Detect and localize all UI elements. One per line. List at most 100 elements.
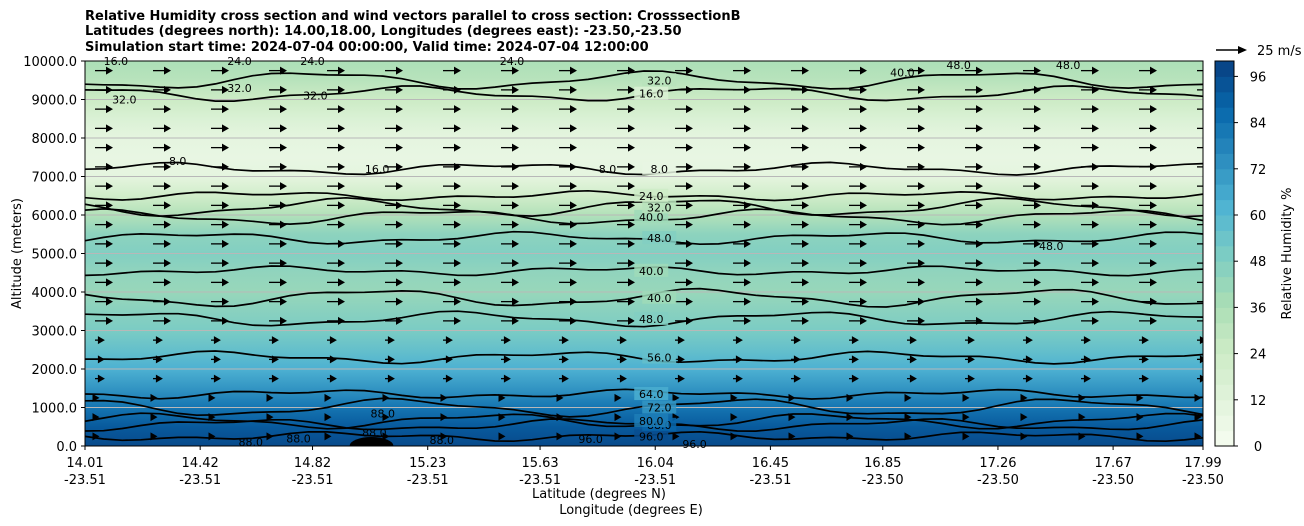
wind-vector-head	[92, 413, 100, 422]
wind-vector-head	[802, 278, 809, 287]
colorbar-segment	[1215, 415, 1234, 432]
wind-vector-head	[802, 297, 809, 306]
wind-vector-head	[280, 124, 287, 133]
wind-vector-head	[1150, 278, 1157, 287]
wind-vector-head	[324, 432, 332, 441]
x-tick-label-lat: 15.23	[409, 456, 446, 471]
chart-title-line-2: Latitudes (degrees north): 14.00,18.00, …	[85, 24, 682, 39]
wind-vector-head	[106, 239, 113, 248]
wind-vector-head	[1092, 220, 1099, 229]
wind-vector-head	[1150, 297, 1157, 306]
wind-vector-head	[860, 259, 867, 268]
x-tick-label-lon: -23.51	[749, 473, 791, 488]
wind-vector-head	[628, 124, 635, 133]
wind-vector-head	[628, 201, 635, 210]
wind-vector-head	[1025, 355, 1033, 364]
wind-vector-head	[802, 124, 809, 133]
wind-vector-head	[744, 259, 751, 268]
wind-vector-head	[271, 336, 279, 345]
contour-label: 40.0	[639, 265, 664, 278]
wind-vector-head	[280, 259, 287, 268]
wind-vector-head	[222, 182, 229, 191]
wind-vector-head	[445, 374, 453, 383]
wind-vector-head	[106, 297, 113, 306]
wind-vector-head	[570, 66, 577, 75]
colorbar-tick-label: 12	[1250, 394, 1267, 409]
wind-vector-head	[860, 85, 867, 94]
wind-vector-head	[976, 66, 983, 75]
wind-vector-head	[860, 182, 867, 191]
contour-label: 88.0	[238, 436, 263, 449]
wind-vector-head	[1208, 278, 1215, 286]
wind-vector-head	[266, 413, 274, 422]
wind-vector-head	[570, 316, 577, 325]
wind-vector-head	[686, 297, 693, 306]
wind-vector-head	[1092, 162, 1099, 171]
wind-vector-head	[976, 85, 983, 94]
x-tick-label-lat: 14.82	[294, 456, 331, 471]
wind-vector-head	[628, 85, 635, 94]
wind-vector-head	[846, 413, 854, 422]
wind-vector-head	[222, 201, 229, 210]
y-axis-label: Altitude (meters)	[10, 198, 25, 309]
wind-vector-head	[164, 297, 171, 306]
colorbar-segment	[1215, 430, 1234, 447]
wind-vector-head	[338, 85, 345, 94]
wind-vector-head	[396, 239, 403, 248]
wind-vector-head	[164, 239, 171, 248]
wind-vector-head	[793, 374, 801, 383]
y-tick-label: 5000.0	[32, 248, 78, 263]
wind-vector-head	[744, 278, 751, 287]
wind-vector-head	[396, 105, 403, 114]
wind-vector-head	[619, 374, 627, 383]
wind-vector-head	[628, 143, 635, 152]
colorbar-segment	[1215, 322, 1234, 339]
wind-vector-head	[1092, 278, 1099, 287]
wind-vector-head	[1034, 105, 1041, 114]
wind-vector-head	[918, 259, 925, 268]
wind-vector-head	[686, 143, 693, 152]
wind-vector-head	[164, 85, 171, 94]
wind-vector-head	[628, 220, 635, 229]
wind-vector-head	[1208, 221, 1215, 229]
wind-vector-head	[338, 162, 345, 171]
contour-label: 48.0	[639, 313, 664, 326]
colorbar-segment	[1215, 261, 1234, 278]
wind-vector-head	[730, 393, 738, 402]
contour-label: 32.0	[112, 94, 137, 107]
wind-vector-head	[512, 124, 519, 133]
wind-vector-head	[396, 85, 403, 94]
y-tick-label: 1000.0	[32, 402, 78, 417]
wind-vector-head	[967, 355, 975, 364]
wind-vector-head	[1194, 432, 1202, 441]
colorbar-tick-label: 96	[1250, 70, 1267, 85]
wind-vector-head	[1150, 220, 1157, 229]
wind-vector-head	[106, 182, 113, 191]
wind-vector-head	[338, 239, 345, 248]
wind-vector-head	[918, 105, 925, 114]
wind-vector-head	[672, 432, 680, 441]
wind-vector-head	[860, 105, 867, 114]
colorbar-segment	[1215, 122, 1234, 139]
wind-vector-head	[387, 336, 395, 345]
wind-vector-head	[454, 201, 461, 210]
wind-vector-head	[962, 432, 970, 441]
wind-vector-head	[976, 182, 983, 191]
wind-vector-head	[454, 278, 461, 287]
wind-vector-head	[918, 201, 925, 210]
wind-vector-head	[1150, 201, 1157, 210]
wind-vector-head	[440, 413, 448, 422]
x-tick-label-lat: 14.42	[182, 456, 219, 471]
x-tick-label-lon: -23.50	[862, 473, 904, 488]
wind-vector-head	[1078, 432, 1086, 441]
y-tick-label: 3000.0	[32, 325, 78, 340]
contour-label: 8.0	[169, 155, 187, 168]
wind-vector-head	[1150, 182, 1157, 191]
contour-label: 96.0	[639, 430, 664, 443]
wind-vector-head	[280, 220, 287, 229]
wind-vector-head	[440, 393, 448, 402]
contour-label-bg	[634, 387, 669, 401]
x-axis-label-2: Longitude (degrees E)	[559, 503, 703, 518]
wind-vector-head	[150, 393, 158, 402]
wind-vector-head	[106, 124, 113, 133]
